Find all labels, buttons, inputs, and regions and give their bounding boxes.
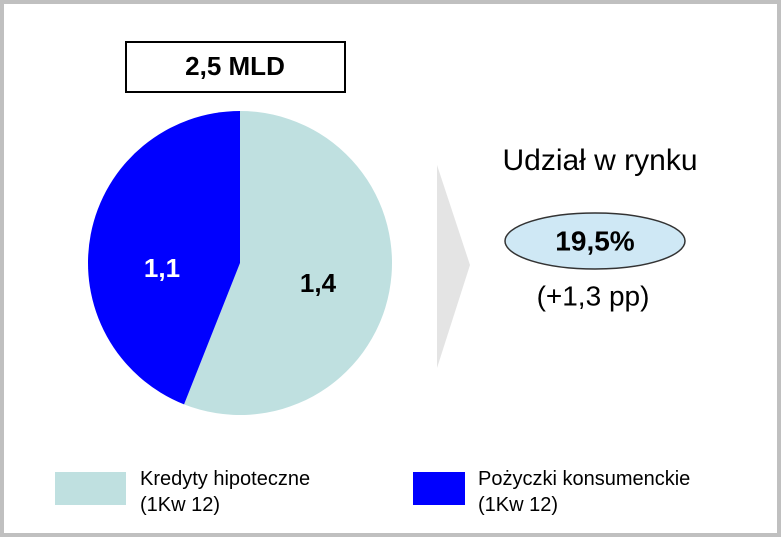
title-box bbox=[125, 41, 346, 93]
annotation: Udział w rynku bbox=[502, 144, 697, 177]
highlight-ellipse bbox=[504, 212, 686, 270]
legend-swatch bbox=[55, 472, 126, 505]
legend-swatch bbox=[413, 472, 465, 505]
arrow bbox=[437, 165, 470, 368]
annotation: (+1,3 pp) bbox=[537, 280, 650, 311]
data-label: 1,4 bbox=[300, 268, 337, 298]
pie-slice bbox=[184, 111, 392, 415]
annotation: 19,5% bbox=[555, 225, 634, 256]
legend-label: Pożyczki konsumenckie (1Kw 12) bbox=[478, 468, 691, 516]
chart-title: 2,5 MLD bbox=[185, 51, 285, 81]
data-label: 1,1 bbox=[144, 253, 180, 283]
legend-label: Kredyty hipoteczne (1Kw 12) bbox=[140, 468, 311, 516]
pie-slice bbox=[87, 111, 240, 405]
